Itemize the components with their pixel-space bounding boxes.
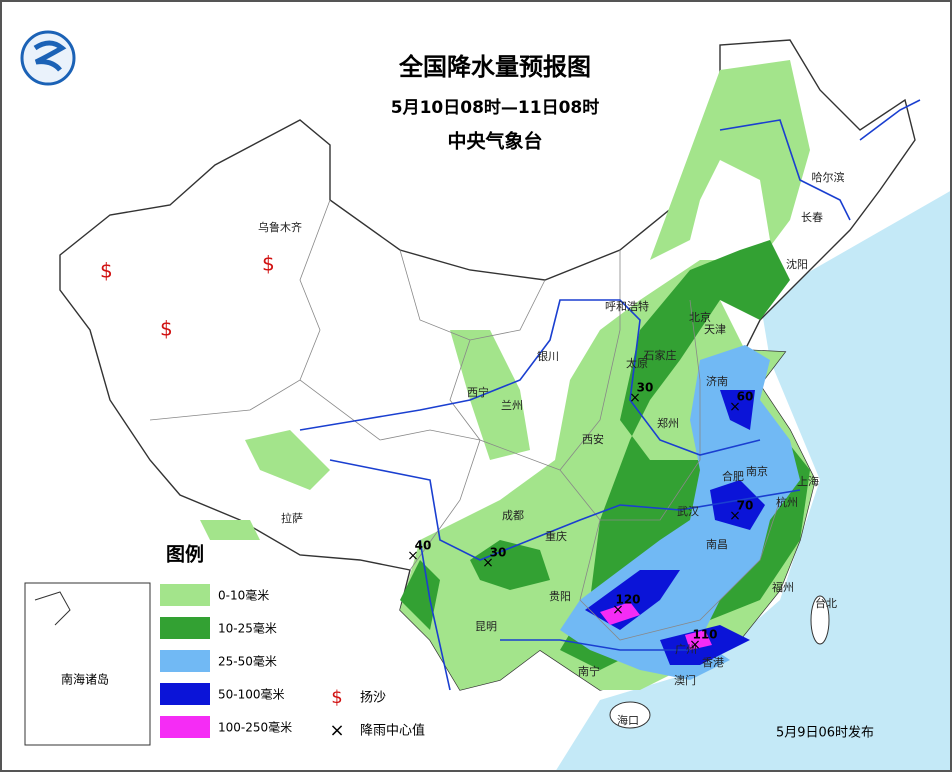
rain-center-marker: × — [407, 548, 419, 564]
inset-box — [24, 582, 151, 746]
rain-center-marker: × — [729, 399, 741, 415]
rain-zone — [600, 602, 640, 625]
legend-swatch — [160, 584, 210, 606]
rain-center-value: 60 — [737, 390, 754, 404]
rain-center-value: 30 — [637, 381, 654, 395]
city-label: 重庆 — [545, 529, 567, 543]
subtitle: 5月10日08时—11日08时 — [391, 98, 599, 118]
city-label: 南京 — [746, 464, 768, 478]
rain-center-value: 110 — [692, 628, 717, 642]
legend-symbol-label: 降雨中心值 — [360, 723, 425, 739]
city-label: 武汉 — [677, 505, 699, 518]
rain-center-value: 40 — [415, 539, 432, 553]
rain-zone — [245, 430, 330, 490]
legend-label: 100-250毫米 — [218, 720, 292, 735]
legend-swatch — [160, 683, 210, 705]
rain-zone — [720, 390, 755, 430]
svg-text:$: $ — [262, 252, 275, 276]
inset-label: 南海诸岛 — [61, 672, 109, 687]
city-label: 长春 — [801, 211, 823, 224]
city-label: 沈阳 — [786, 257, 808, 271]
rain-center-marker: × — [629, 390, 641, 406]
city-label: 广州 — [675, 643, 697, 656]
legend-title: 图例 — [166, 543, 204, 566]
hainan — [609, 701, 651, 729]
city-label: 郑州 — [657, 416, 679, 430]
logo — [20, 30, 76, 86]
city-label: 太原 — [626, 357, 648, 370]
city-label: 西安 — [582, 432, 604, 446]
city-label: 石家庄 — [644, 348, 677, 362]
city-label: 兰州 — [501, 399, 523, 412]
rain-zone — [470, 540, 550, 590]
rain-center-marker: × — [689, 637, 701, 653]
city-label: 北京 — [689, 310, 711, 324]
city-label: 拉萨 — [281, 511, 303, 525]
rain-center-value: 120 — [615, 593, 640, 607]
city-label: 海口 — [617, 713, 639, 727]
rain-center-marker: × — [482, 555, 494, 571]
taiwan — [810, 595, 830, 645]
rain-center-marker: × — [729, 508, 741, 524]
legend-label: 0-10毫米 — [218, 588, 269, 603]
city-label: 哈尔滨 — [812, 170, 845, 184]
city-label: 昆明 — [475, 620, 497, 633]
city-label: 台北 — [815, 596, 837, 610]
city-label: 上海 — [797, 474, 819, 488]
city-label: 银川 — [537, 349, 559, 363]
city-label: 呼和浩特 — [605, 299, 649, 313]
svg-text:$: $ — [160, 317, 173, 341]
rain-zone — [400, 560, 440, 630]
legend-label: 25-50毫米 — [218, 654, 277, 669]
city-label: 成都 — [502, 509, 524, 522]
legend-symbol: × — [329, 720, 344, 741]
city-label: 天津 — [704, 323, 726, 336]
city-label: 澳门 — [674, 673, 696, 687]
legend: 0-10毫米 10-25毫米 25-50毫米 50-100毫米 100-250毫米 $ 扬沙… — [160, 584, 425, 741]
rain-zone — [685, 630, 712, 650]
borders — [149, 199, 781, 641]
city-label: 福州 — [772, 580, 794, 594]
legend-label: 50-100毫米 — [218, 687, 285, 702]
rain-zones — [200, 60, 815, 690]
svg-text:$: $ — [100, 259, 113, 283]
sand-symbols: $ $ $ — [100, 252, 275, 341]
sea — [555, 190, 952, 772]
city-label: 济南 — [706, 374, 728, 388]
rain-zone — [710, 480, 765, 530]
legend-swatch — [160, 650, 210, 672]
inset-coast — [34, 591, 71, 626]
rivers — [299, 99, 921, 691]
rain-zone — [450, 330, 530, 460]
city-label: 香港 — [702, 656, 724, 669]
legend-label: 10-25毫米 — [218, 621, 277, 636]
rain-center-value: 70 — [737, 499, 754, 513]
city-label: 南昌 — [706, 538, 728, 551]
city-label: 南宁 — [578, 664, 600, 678]
legend-swatch — [160, 716, 210, 738]
issuer: 中央气象台 — [447, 130, 542, 153]
rain-center-value: 30 — [490, 546, 507, 560]
rain-zone — [200, 520, 260, 540]
issue-note: 5月9日06时发布 — [776, 725, 874, 741]
city-label: 合肥 — [722, 469, 744, 483]
legend-symbol-label: 扬沙 — [360, 691, 386, 706]
title: 全国降水量预报图 — [398, 53, 591, 81]
legend-symbol: $ — [331, 687, 342, 708]
city-label: 杭州 — [776, 495, 798, 509]
city-label: 西宁 — [467, 385, 489, 399]
rain-center-marker: × — [612, 602, 624, 618]
city-label: 贵阳 — [549, 590, 571, 603]
city-label: 乌鲁木齐 — [258, 220, 302, 234]
legend-swatch — [160, 617, 210, 639]
